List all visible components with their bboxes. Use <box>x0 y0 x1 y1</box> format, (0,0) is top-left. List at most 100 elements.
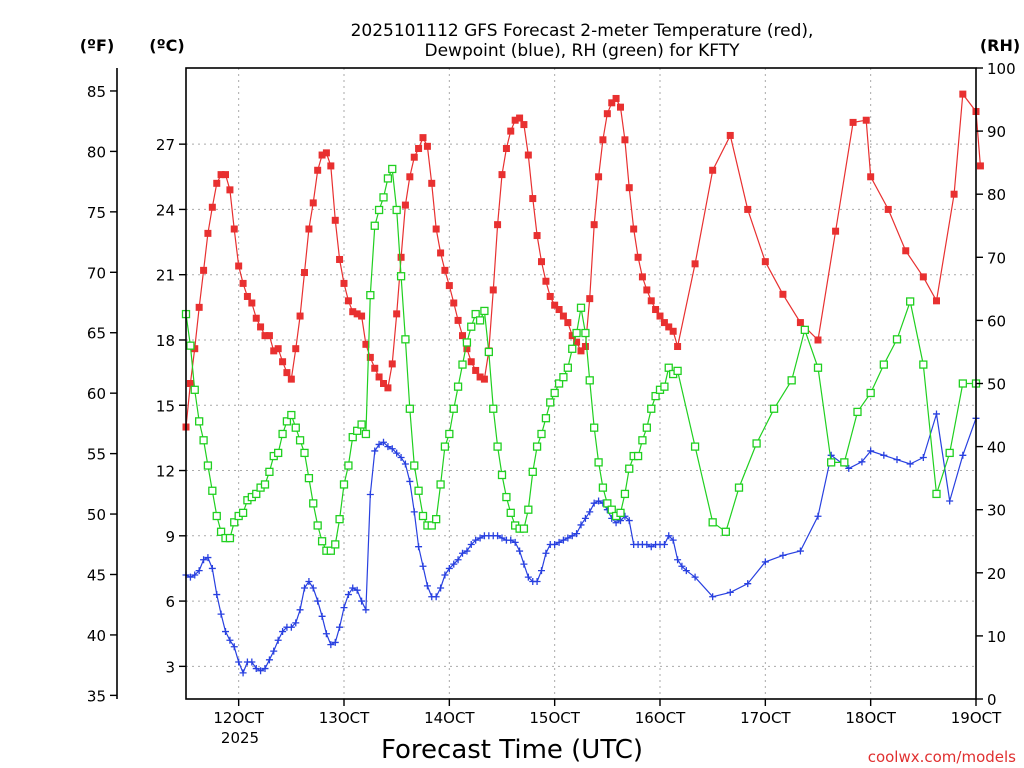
rh-point <box>660 382 669 391</box>
rh-point <box>572 328 581 338</box>
dewpoint-point <box>507 536 515 544</box>
rh-point <box>769 404 779 413</box>
rh-point <box>489 404 498 413</box>
dewpoint-point <box>208 564 216 572</box>
rh-point <box>554 379 564 388</box>
dewpoint-point <box>709 593 717 601</box>
dewpoint-point <box>516 547 524 555</box>
temperature-point <box>480 375 488 383</box>
temperature-point <box>656 312 664 320</box>
temperature-point <box>204 229 212 237</box>
temperature-point <box>388 360 396 368</box>
dewpoint-point <box>226 636 234 644</box>
dewpoint-point <box>358 597 366 605</box>
temperature-point <box>410 153 418 161</box>
temperature-point <box>257 323 265 331</box>
temperature-point <box>577 347 585 355</box>
dewpoint-point <box>573 530 581 538</box>
dewpoint-point <box>590 499 598 507</box>
temperature-point <box>230 225 238 233</box>
dewpoint-point <box>827 451 835 459</box>
temperature-point <box>674 343 682 351</box>
rh-point <box>647 404 656 413</box>
rh-point <box>230 518 239 527</box>
dewpoint-point <box>375 440 383 448</box>
rh-point <box>550 388 559 398</box>
temperature-point <box>634 253 642 261</box>
dewpoint-point <box>568 532 576 540</box>
temperature-point <box>568 332 576 340</box>
temperature-point <box>555 306 563 314</box>
dewpoint-point <box>235 658 243 666</box>
dewpoint-point <box>314 597 322 605</box>
temperature-point <box>349 308 357 316</box>
temperature-point <box>529 195 537 203</box>
temperature-point <box>573 338 581 346</box>
temperature-point <box>265 332 273 340</box>
rh-point <box>603 499 612 508</box>
dewpoint-point <box>612 519 620 527</box>
temperature-point <box>362 340 370 348</box>
dewpoint-point <box>577 521 585 529</box>
temperature-point <box>371 364 379 372</box>
dewpoint-point <box>564 534 572 542</box>
rh-point <box>497 470 507 480</box>
celsius-tick-label: 27 <box>156 136 175 154</box>
rh-point <box>216 527 226 536</box>
rh-point <box>252 489 261 499</box>
rh-point <box>225 533 235 543</box>
dewpoint-point <box>437 584 445 592</box>
dewpoint-point <box>366 490 374 498</box>
temperature-point <box>538 258 545 266</box>
temperature-point <box>849 118 857 126</box>
temperature-point <box>384 384 392 392</box>
year-label: 2025 <box>221 729 259 747</box>
temperature-point <box>638 273 646 281</box>
fahrenheit-tick-label: 75 <box>87 204 106 222</box>
rh-point <box>541 414 551 423</box>
rh-point <box>383 174 393 183</box>
dewpoint-point <box>450 560 458 568</box>
temperature-point <box>270 347 278 355</box>
dewpoint-point <box>191 571 199 579</box>
temperature-point <box>630 225 638 233</box>
rh-point <box>827 458 836 467</box>
dewpoint-point <box>520 560 528 568</box>
temperature-point <box>933 297 940 305</box>
rh-point <box>502 492 511 502</box>
temperature-point <box>336 255 344 263</box>
dewpoint-point <box>933 410 940 418</box>
temperature-point <box>476 373 484 381</box>
chart-title-line1: 2025101112 GFS Forecast 2-meter Temperat… <box>351 21 814 41</box>
dewpoint-point <box>222 628 229 636</box>
axes-layer: 12OCT 13OCT 14OCT 15OCT 16OCT 17OCT 18OCT 19OCT… <box>87 60 1016 727</box>
dewpoint-point <box>331 638 339 646</box>
temperature-point <box>279 358 287 366</box>
rh-point <box>317 537 327 546</box>
rh-point <box>840 458 849 467</box>
dewpoint-point <box>796 547 804 555</box>
rh-tick-label: 20 <box>987 565 1006 583</box>
rh-point <box>853 407 862 417</box>
rh-point <box>445 429 454 439</box>
temperature-point <box>489 286 497 294</box>
dewpoint-point <box>309 584 317 592</box>
dewpoint-point <box>454 556 462 564</box>
temperature-point <box>437 249 445 257</box>
rh-point <box>453 382 463 391</box>
fahrenheit-tick-label: 80 <box>87 143 106 161</box>
rh-point <box>449 404 458 413</box>
rh-point <box>199 436 208 445</box>
temperature-point <box>919 273 927 281</box>
dewpoint-point <box>401 460 409 468</box>
series-layer <box>181 90 984 677</box>
temperature-point <box>564 319 572 327</box>
rh-tick-label: 50 <box>987 376 1006 394</box>
rh-tick-label: 0 <box>987 691 997 709</box>
temperature-point <box>516 114 524 122</box>
temperature-point <box>625 184 633 192</box>
temperature-point <box>301 269 308 277</box>
dewpoint-point <box>380 438 387 446</box>
rh-point <box>546 398 555 407</box>
rh-point <box>388 164 397 174</box>
